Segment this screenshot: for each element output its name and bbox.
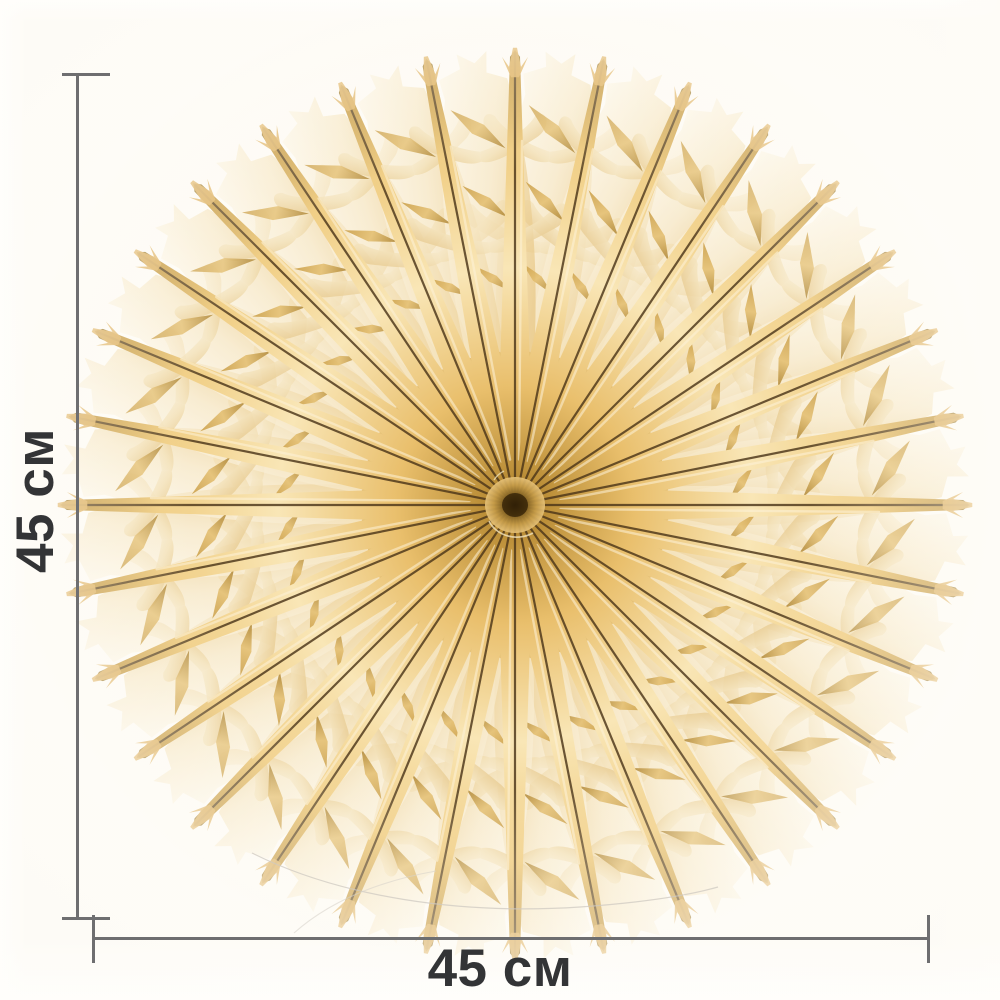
width-dimension-line xyxy=(93,937,929,940)
width-dimension-tick-right xyxy=(927,915,930,963)
width-dimension-label: 45 см xyxy=(427,939,573,998)
height-dimension-tick-bottom xyxy=(62,917,110,920)
height-dimension-line xyxy=(76,74,79,920)
width-dimension-tick-left xyxy=(92,915,95,963)
height-dimension-tick-top xyxy=(62,73,110,76)
height-dimension-value: 45 см xyxy=(5,427,65,573)
height-dimension-label: 45 см xyxy=(0,0,70,1000)
